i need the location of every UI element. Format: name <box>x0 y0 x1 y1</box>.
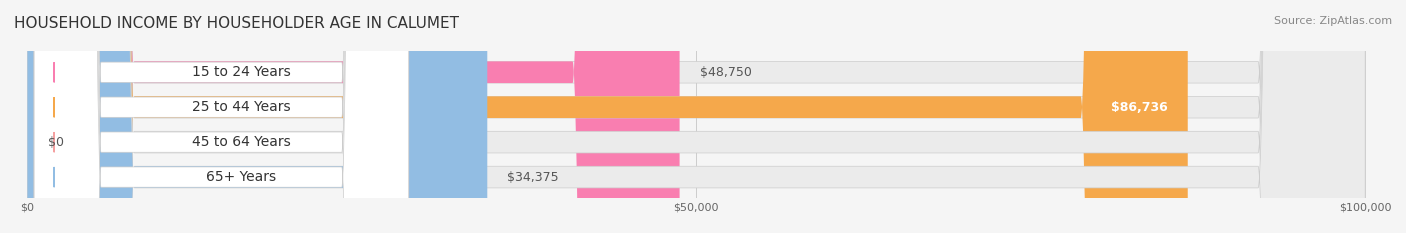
FancyBboxPatch shape <box>28 0 1188 233</box>
FancyBboxPatch shape <box>28 0 1365 233</box>
Text: 25 to 44 Years: 25 to 44 Years <box>193 100 291 114</box>
FancyBboxPatch shape <box>28 0 1365 233</box>
Text: Source: ZipAtlas.com: Source: ZipAtlas.com <box>1274 16 1392 26</box>
FancyBboxPatch shape <box>28 0 1365 233</box>
FancyBboxPatch shape <box>28 0 1365 233</box>
Text: 65+ Years: 65+ Years <box>207 170 277 184</box>
Text: $34,375: $34,375 <box>508 171 560 184</box>
FancyBboxPatch shape <box>28 0 488 233</box>
Text: 45 to 64 Years: 45 to 64 Years <box>193 135 291 149</box>
Text: $0: $0 <box>48 136 63 149</box>
Text: $48,750: $48,750 <box>700 66 752 79</box>
FancyBboxPatch shape <box>34 0 409 233</box>
FancyBboxPatch shape <box>34 0 409 233</box>
Text: 15 to 24 Years: 15 to 24 Years <box>193 65 291 79</box>
FancyBboxPatch shape <box>34 0 409 233</box>
Text: $86,736: $86,736 <box>1111 101 1167 114</box>
FancyBboxPatch shape <box>28 0 679 233</box>
FancyBboxPatch shape <box>34 0 409 233</box>
Text: HOUSEHOLD INCOME BY HOUSEHOLDER AGE IN CALUMET: HOUSEHOLD INCOME BY HOUSEHOLDER AGE IN C… <box>14 16 460 31</box>
